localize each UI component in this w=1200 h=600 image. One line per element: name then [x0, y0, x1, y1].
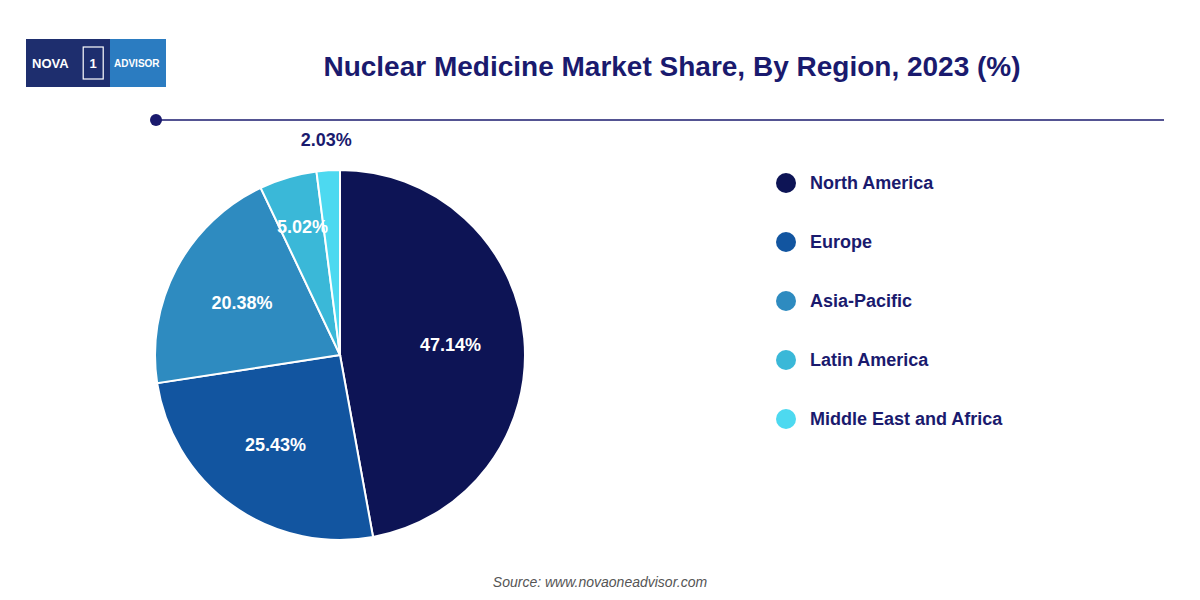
pie	[155, 170, 525, 540]
data-label: 25.43%	[245, 435, 306, 455]
legend-swatch	[776, 173, 796, 193]
legend-label: Middle East and Africa	[810, 409, 1003, 429]
legend-label: Europe	[810, 232, 872, 252]
data-labels: 47.14% 25.43% 20.38% 5.02% 2.03%	[211, 130, 481, 455]
legend-swatch	[776, 350, 796, 370]
pie-slice	[157, 355, 373, 540]
legend-label: North America	[810, 173, 934, 193]
data-label: 47.14%	[420, 335, 481, 355]
logo-text: NOVA	[32, 56, 69, 71]
pie-slice	[316, 170, 340, 355]
legend-swatch	[776, 291, 796, 311]
legend: North America Europe Asia-Pacific Latin Ame…	[776, 173, 1003, 429]
separator-dot	[150, 114, 162, 126]
logo-right	[110, 39, 166, 87]
legend-label: Latin America	[810, 350, 929, 370]
pie-slice	[340, 170, 525, 537]
background	[0, 0, 1200, 600]
title: Nuclear Medicine Market Share, By Region…	[323, 51, 1020, 82]
legend-swatch	[776, 409, 796, 429]
source-note: Source: www.novaoneadvisor.com	[493, 574, 708, 590]
chart-container: NOVA 1 ADVISOR Nuclear Medicine Market Shar…	[0, 0, 1200, 600]
data-label: 2.03%	[301, 130, 352, 150]
logo-text: 1	[90, 56, 97, 71]
legend-swatch	[776, 232, 796, 252]
logo: NOVA 1 ADVISOR	[26, 39, 166, 87]
data-label: 5.02%	[277, 217, 328, 237]
legend-label: Asia-Pacific	[810, 291, 912, 311]
separator	[156, 119, 1164, 121]
data-label: 20.38%	[211, 293, 272, 313]
logo-text: ADVISOR	[114, 58, 160, 69]
logo-left	[26, 39, 110, 87]
chart: NOVA 1 ADVISOR Nuclear Medicine Market Shar…	[0, 0, 1200, 600]
logo-box	[83, 47, 103, 79]
